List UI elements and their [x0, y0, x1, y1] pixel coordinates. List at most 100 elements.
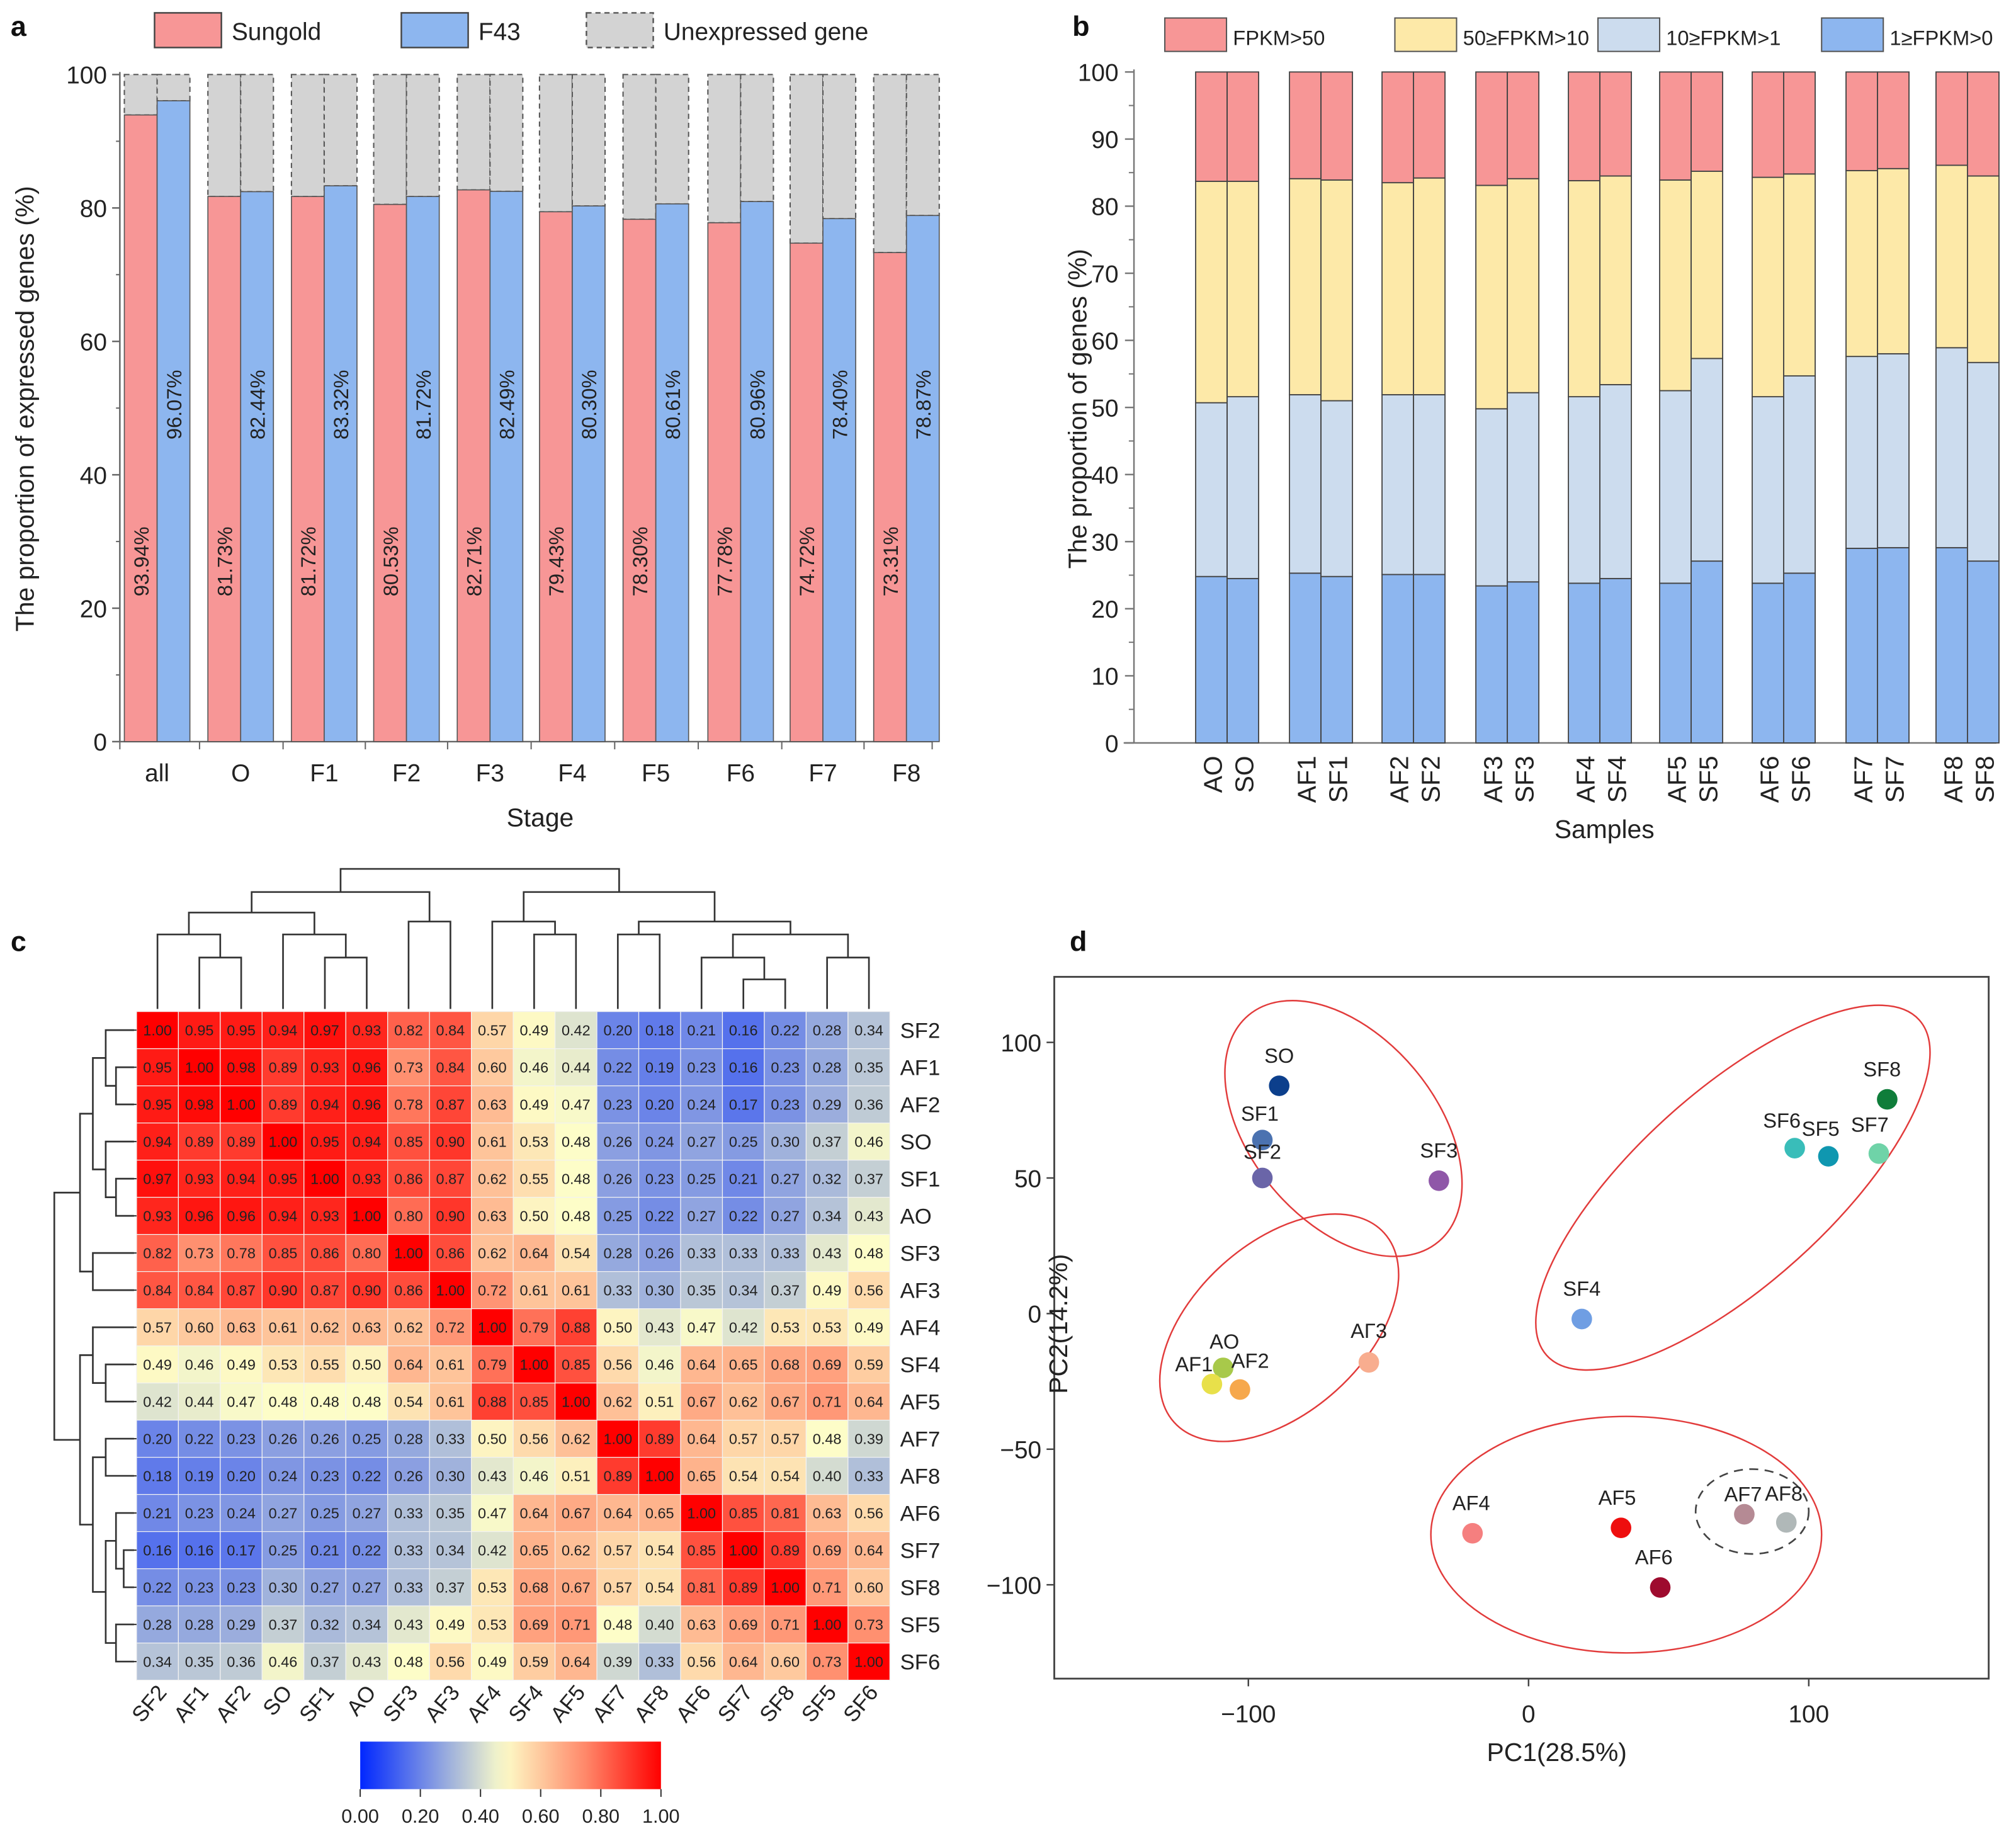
heatmap-cell-value: 0.49: [478, 1653, 507, 1670]
y-tick-label-a: 40: [80, 462, 107, 489]
heatmap-cell: [261, 1234, 305, 1272]
heatmap-cell: [303, 1642, 346, 1681]
heatmap-cell-value: 0.56: [687, 1653, 716, 1670]
heatmap-cell-value: 0.95: [143, 1059, 172, 1075]
bar-value-label-f43: 83.32%: [329, 370, 353, 439]
heatmap-cell-value: 0.26: [310, 1430, 339, 1447]
heatmap-cell: [680, 1197, 723, 1235]
heatmap-cell: [554, 1419, 597, 1458]
heatmap-col-label: AF5: [546, 1681, 590, 1727]
heatmap-cell: [722, 1048, 765, 1087]
heatmap-cell: [303, 1383, 346, 1421]
heatmap-cell-value: 0.27: [687, 1208, 716, 1224]
heatmap-cell: [805, 1234, 849, 1272]
heatmap-cell: [847, 1085, 890, 1124]
heatmap-cell: [261, 1456, 305, 1495]
legend-label: F43: [479, 18, 521, 45]
heatmap-cell: [554, 1493, 597, 1532]
heatmap-cell-value: 0.56: [854, 1505, 883, 1521]
stacked-segment-FPKM>50: [1659, 71, 1692, 181]
heatmap-col-label: AF2: [212, 1681, 256, 1727]
heatmap-cell: [512, 1234, 556, 1272]
heatmap-cell-value: 0.64: [603, 1505, 632, 1521]
heatmap-cell: [429, 1605, 472, 1644]
y-tick-label-b: 50: [1091, 395, 1118, 422]
colorbar-tick-label: 0.60: [522, 1806, 560, 1827]
heatmap-cell: [554, 1308, 597, 1347]
heatmap-cell-value: 0.42: [729, 1319, 758, 1335]
x-axis-title-b: Samples: [1554, 815, 1655, 844]
heatmap-cell-value: 0.53: [771, 1319, 800, 1335]
legend-swatch-2: [586, 12, 654, 48]
heatmap-cell: [387, 1271, 430, 1310]
heatmap-cell-value: 1.00: [687, 1505, 716, 1521]
heatmap-cell-value: 0.33: [645, 1653, 674, 1670]
heatmap-cell: [596, 1605, 640, 1644]
heatmap-cell-value: 0.54: [645, 1579, 674, 1595]
heatmap-cell: [638, 1271, 681, 1310]
dendrogram-link: [533, 933, 577, 1009]
heatmap-cell: [471, 1011, 514, 1050]
heatmap-cell: [136, 1456, 179, 1495]
heatmap-cell-value: 0.53: [269, 1356, 298, 1373]
heatmap-cell: [345, 1568, 388, 1607]
heatmap-cell: [722, 1605, 765, 1644]
heatmap-row-label: SF4: [900, 1353, 941, 1377]
heatmap-cell: [429, 1345, 472, 1384]
heatmap-cell-value: 0.64: [562, 1653, 591, 1670]
heatmap-cell: [387, 1048, 430, 1087]
heatmap-cell-value: 0.37: [854, 1170, 883, 1187]
heatmap-cell: [136, 1085, 179, 1124]
heatmap-cell-value: 0.27: [353, 1579, 382, 1595]
heatmap-cell-value: 0.28: [813, 1059, 842, 1075]
heatmap-cell-value: 0.51: [645, 1393, 674, 1410]
heatmap-cell: [345, 1456, 388, 1495]
bar-f43: [156, 100, 191, 742]
heatmap-cell-value: 0.34: [143, 1653, 172, 1670]
heatmap-cell-value: 1.00: [813, 1616, 842, 1633]
heatmap-cell-value: 0.61: [520, 1282, 549, 1298]
heatmap-cell-value: 0.88: [478, 1393, 507, 1410]
heatmap-cell-value: 0.89: [185, 1133, 214, 1150]
heatmap-cell-value: 0.89: [269, 1096, 298, 1113]
heatmap-cell-value: 0.40: [645, 1616, 674, 1633]
heatmap-cell-value: 0.60: [771, 1653, 800, 1670]
heatmap-cell: [429, 1568, 472, 1607]
bar-sungold: [123, 114, 158, 742]
stacked-segment-50≥FPKM>10: [1320, 179, 1354, 402]
heatmap-cell: [178, 1345, 221, 1384]
stacked-segment-10≥FPKM>1: [1289, 394, 1322, 574]
heatmap-cell-value: 0.63: [478, 1208, 507, 1224]
colorbar-tick-label: 0.80: [582, 1806, 620, 1827]
heatmap-cell-value: 0.27: [269, 1505, 298, 1521]
heatmap-cell-value: 0.64: [687, 1430, 716, 1447]
stacked-segment-FPKM>50: [1877, 71, 1910, 169]
dendrogram-link: [105, 1029, 134, 1087]
heatmap-cell-value: 0.57: [771, 1430, 800, 1447]
heatmap-cell-value: 0.56: [603, 1356, 632, 1373]
heatmap-cell: [345, 1197, 388, 1235]
heatmap-cell: [805, 1605, 849, 1644]
heatmap-cell-value: 0.28: [813, 1022, 842, 1038]
heatmap-cell: [680, 1605, 723, 1644]
heatmap-cell: [596, 1123, 640, 1161]
heatmap-cell: [764, 1383, 807, 1421]
heatmap-cell-value: 0.46: [520, 1059, 549, 1075]
heatmap-cell-value: 0.30: [436, 1468, 465, 1484]
heatmap-cell: [680, 1493, 723, 1532]
heatmap-cell-value: 0.64: [520, 1505, 549, 1521]
pca-point-af1: [1201, 1374, 1223, 1395]
heatmap-cell: [764, 1085, 807, 1124]
bar-value-label-sungold: 73.31%: [879, 526, 902, 596]
heatmap-cell: [554, 1605, 597, 1644]
stacked-segment-1≥FPKM>0: [1289, 572, 1322, 744]
bar-unexpressed: [373, 74, 407, 205]
heatmap-cell-value: 0.36: [227, 1653, 256, 1670]
heatmap-cell: [847, 1160, 890, 1198]
stacked-segment-1≥FPKM>0: [1413, 574, 1446, 744]
heatmap-cell: [429, 1011, 472, 1050]
y-tick-label-b: 20: [1091, 596, 1118, 623]
heatmap-cell-value: 0.90: [436, 1133, 465, 1150]
heatmap-cell-value: 0.26: [269, 1430, 298, 1447]
panel-b-fpkm-stacked-chart: FPKM>50 50≥FPKM>10 10≥FPKM>1 1≥FPKM>0 0 10 20 3…: [1063, 17, 2000, 844]
